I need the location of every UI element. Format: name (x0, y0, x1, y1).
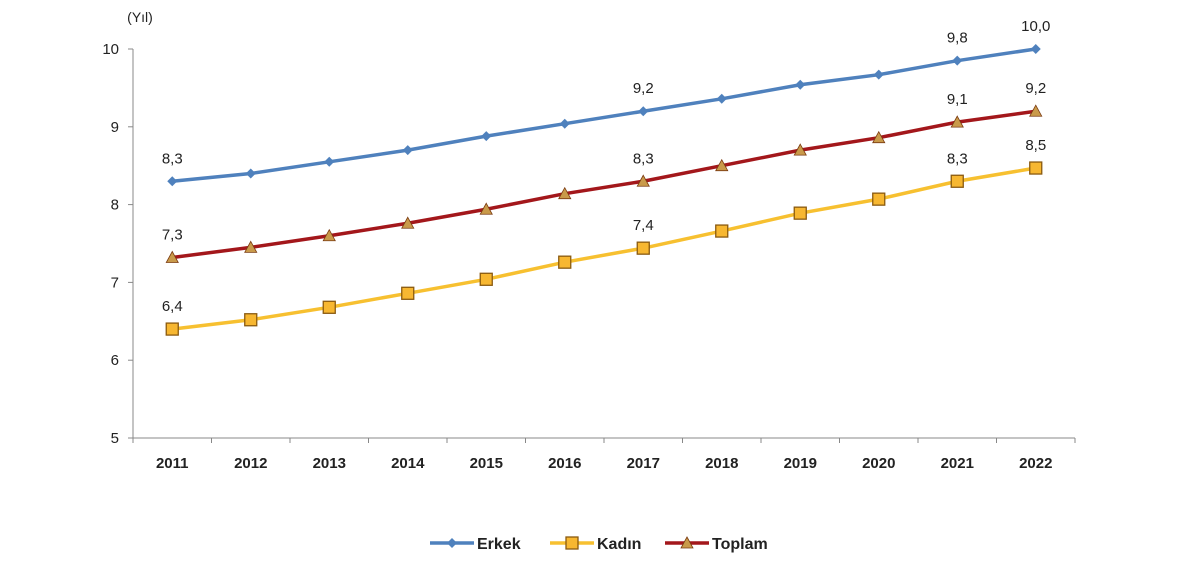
data-point-triangle (950, 115, 964, 128)
data-label: 9,2 (633, 80, 654, 97)
legend-item-kadın: Kadın (550, 536, 641, 553)
data-point-triangle (872, 130, 886, 144)
x-tick-label: 2019 (784, 455, 817, 472)
data-point-triangle (244, 240, 258, 253)
legend-label: Erkek (477, 536, 521, 553)
y-tick-label: 5 (111, 430, 119, 447)
data-label: 8,5 (1025, 137, 1046, 154)
data-point-square (636, 241, 650, 255)
legend-label: Toplam (712, 536, 768, 553)
data-point-diamond (1030, 44, 1041, 54)
data-point-triangle (680, 536, 694, 549)
data-point-triangle (322, 228, 336, 242)
y-tick-label: 10 (102, 41, 119, 58)
x-tick-label: 2016 (548, 455, 581, 472)
data-label: 9,2 (1025, 80, 1046, 97)
data-point-triangle (401, 216, 415, 229)
data-point-triangle (1029, 104, 1043, 117)
data-point-square (558, 255, 572, 269)
data-point-square (565, 536, 579, 550)
data-point-square (793, 206, 807, 220)
series-line (172, 166, 1037, 331)
series-kadın: 6,4 7,4 8,3 8,5 (162, 137, 1046, 336)
data-label: 8,3 (633, 150, 654, 167)
data-point-diamond (559, 118, 570, 129)
legend-item-toplam: Toplam (665, 536, 768, 553)
data-point-diamond (716, 93, 727, 104)
data-label: 8,3 (162, 150, 183, 167)
data-point-diamond (638, 106, 649, 117)
data-point-diamond (245, 168, 256, 179)
data-point-square (715, 224, 729, 238)
data-point-diamond (795, 79, 806, 90)
data-point-triangle (479, 202, 493, 215)
data-label: 9,8 (947, 30, 968, 47)
data-point-triangle (165, 250, 179, 263)
data-point-diamond (481, 131, 492, 142)
series-erkek: 8,3 9,2 9,8 10,0 (162, 18, 1050, 187)
data-label: 9,1 (947, 91, 968, 108)
x-tick-label: 2020 (862, 455, 895, 472)
y-tick-label: 6 (111, 352, 119, 369)
data-point-diamond (873, 69, 884, 80)
y-axis-unit-label: (Yıl) (127, 9, 153, 25)
data-point-triangle (558, 186, 572, 200)
data-label: 10,0 (1021, 18, 1050, 35)
data-point-square (1029, 161, 1043, 175)
data-point-square (479, 272, 493, 286)
data-point-square (872, 192, 886, 206)
series-line (172, 47, 1037, 184)
data-label: 7,3 (162, 227, 183, 244)
data-point-square (165, 322, 179, 336)
x-tick-label: 2018 (705, 455, 738, 472)
legend-label: Kadın (597, 536, 641, 553)
data-point-square (950, 174, 964, 188)
data-point-triangle (636, 174, 650, 187)
x-tick-label: 2011 (156, 455, 189, 472)
x-tick-label: 2022 (1019, 455, 1052, 472)
data-point-square (322, 300, 336, 314)
x-tick-label: 2013 (313, 455, 346, 472)
data-label: 7,4 (633, 217, 654, 234)
x-tick-label: 2017 (627, 455, 660, 472)
x-tick-label: 2021 (941, 455, 974, 472)
legend-item-erkek: Erkek (430, 536, 521, 553)
data-point-square (401, 286, 415, 300)
data-label: 8,3 (947, 150, 968, 167)
series-toplam: 7,3 8,3 9,1 9,2 (162, 80, 1046, 263)
data-point-square (244, 313, 258, 327)
data-point-diamond (447, 538, 457, 548)
y-tick-label: 9 (111, 119, 119, 136)
data-point-diamond (324, 156, 335, 167)
y-tick-label: 8 (111, 197, 119, 214)
data-label: 6,4 (162, 298, 183, 315)
data-point-diamond (952, 55, 963, 66)
series-line (172, 109, 1036, 260)
data-point-triangle (715, 158, 729, 172)
data-point-triangle (793, 143, 807, 156)
x-tick-label: 2014 (391, 455, 425, 472)
y-tick-label: 7 (111, 274, 119, 291)
x-tick-label: 2015 (470, 455, 503, 472)
data-point-diamond (167, 176, 178, 187)
data-point-diamond (402, 145, 413, 156)
x-tick-label: 2012 (234, 455, 267, 472)
